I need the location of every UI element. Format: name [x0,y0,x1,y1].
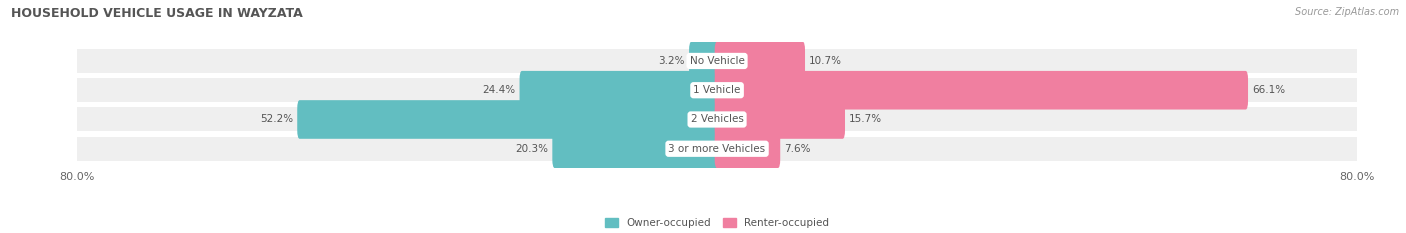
Text: 3 or more Vehicles: 3 or more Vehicles [668,144,766,154]
FancyBboxPatch shape [77,78,1357,102]
Text: 52.2%: 52.2% [260,114,294,124]
Text: 24.4%: 24.4% [482,85,516,95]
FancyBboxPatch shape [77,137,1357,161]
FancyBboxPatch shape [714,71,1249,110]
FancyBboxPatch shape [714,42,806,80]
FancyBboxPatch shape [77,49,1357,73]
Text: 10.7%: 10.7% [808,56,842,66]
Text: Source: ZipAtlas.com: Source: ZipAtlas.com [1295,7,1399,17]
Legend: Owner-occupied, Renter-occupied: Owner-occupied, Renter-occupied [605,218,830,228]
FancyBboxPatch shape [689,42,720,80]
FancyBboxPatch shape [297,100,720,139]
Text: 3.2%: 3.2% [658,56,685,66]
Text: 20.3%: 20.3% [516,144,548,154]
Text: 7.6%: 7.6% [785,144,811,154]
FancyBboxPatch shape [714,100,845,139]
Text: 1 Vehicle: 1 Vehicle [693,85,741,95]
FancyBboxPatch shape [77,107,1357,131]
FancyBboxPatch shape [553,129,720,168]
Text: HOUSEHOLD VEHICLE USAGE IN WAYZATA: HOUSEHOLD VEHICLE USAGE IN WAYZATA [11,7,304,20]
Text: 2 Vehicles: 2 Vehicles [690,114,744,124]
Text: 15.7%: 15.7% [849,114,882,124]
FancyBboxPatch shape [520,71,720,110]
FancyBboxPatch shape [714,129,780,168]
Text: No Vehicle: No Vehicle [689,56,745,66]
Text: 66.1%: 66.1% [1251,85,1285,95]
